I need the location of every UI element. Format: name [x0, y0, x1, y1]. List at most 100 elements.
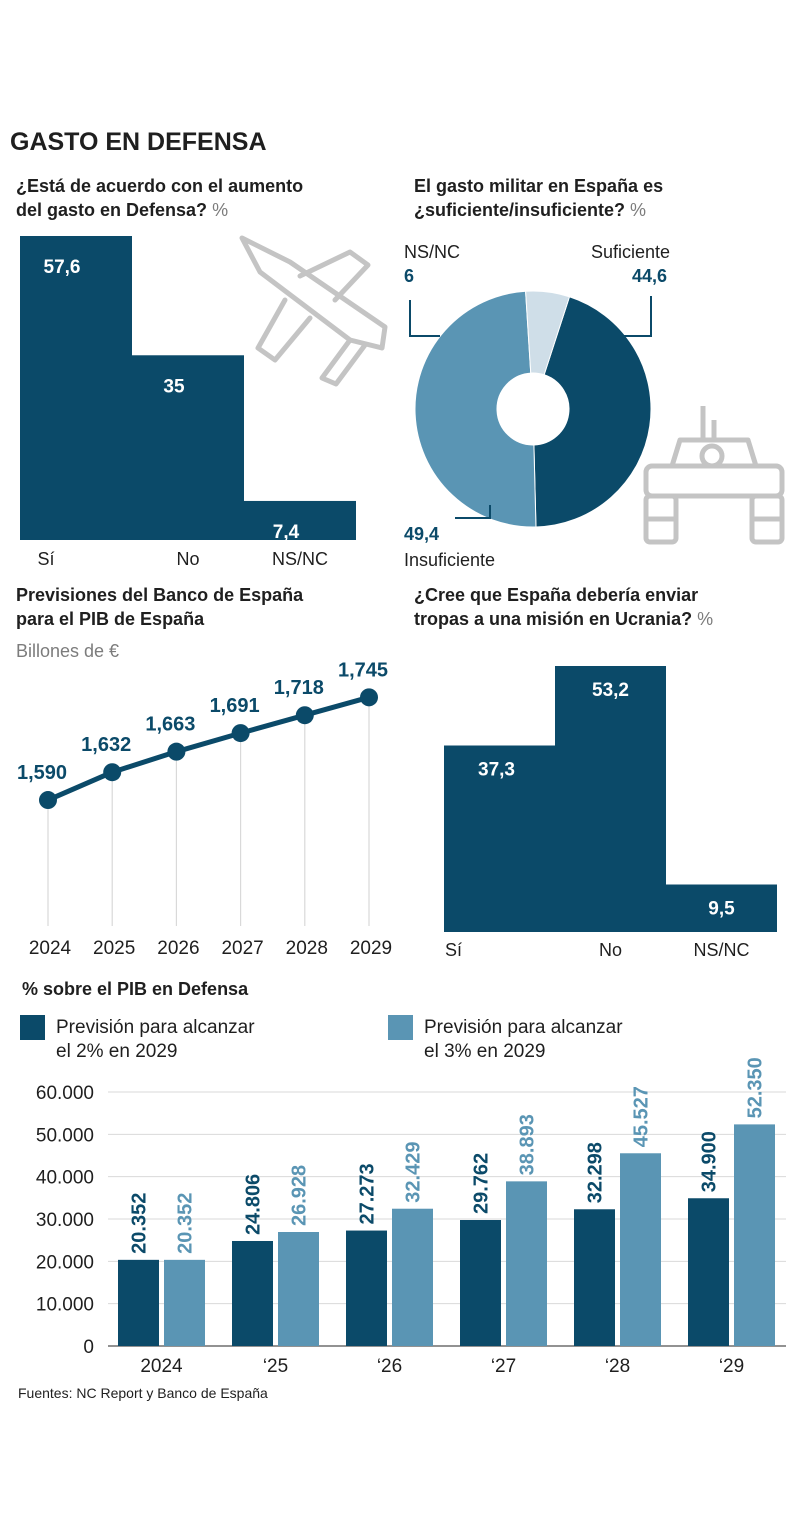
chart-subtitle: Billones de € — [16, 641, 119, 661]
chart-title-line: para el PIB de España — [16, 609, 205, 629]
data-point — [360, 688, 378, 707]
leader-insuficiente — [455, 505, 491, 519]
tank-hull — [643, 463, 785, 499]
bar-series0-4 — [574, 1209, 615, 1346]
bar-value-label: 7,4 — [273, 522, 300, 543]
y-tick-label: 0 — [83, 1337, 94, 1358]
slice-value-suficiente: 44,6 — [632, 266, 667, 286]
leader-suficiente — [620, 296, 652, 337]
data-label: 1,718 — [274, 677, 324, 699]
chart-pib: Previsiones del Banco de España para el P… — [16, 585, 392, 959]
bar-value-label: 26.928 — [289, 1165, 311, 1226]
tank-icon — [643, 406, 785, 545]
series-line — [47, 694, 370, 803]
fighter-jet-icon — [239, 235, 388, 387]
data-point — [231, 724, 250, 743]
x-tick-label: ‘26 — [377, 1356, 402, 1377]
leader-nsnc — [409, 300, 440, 337]
chart-title-line: El gasto militar en España es — [414, 176, 663, 196]
bar-2 — [244, 500, 356, 540]
chart-title-line: ¿Está de acuerdo con el aumento — [16, 176, 303, 196]
x-tick-label: 2026 — [157, 938, 199, 959]
data-label: 1,632 — [81, 734, 131, 756]
bar-1 — [555, 666, 666, 932]
chart-title-text: El gasto militar en España es — [414, 176, 663, 196]
chart-defensa: % sobre el PIB en Defensa Previsión para … — [20, 979, 786, 1377]
bar-value-label: 9,5 — [708, 899, 735, 920]
slice-value-insuficiente: 49,4 — [404, 524, 439, 544]
bar-value-label: 53,2 — [592, 680, 629, 701]
bar-value-label: 35 — [163, 376, 185, 397]
bar-value-label: 52.350 — [745, 1057, 767, 1118]
legend-swatch-1 — [388, 1015, 413, 1040]
bar-value-label: 24.806 — [243, 1174, 265, 1235]
bar-value-label: 37,3 — [478, 760, 515, 781]
bar-2 — [666, 884, 777, 932]
chart-title-line: Previsiones del Banco de España — [16, 585, 304, 605]
x-tick-label: 2029 — [350, 938, 392, 959]
data-point — [167, 742, 186, 761]
chart-suficiencia: El gasto militar en España es ¿suficiente… — [404, 176, 785, 570]
chart-title-text: para el PIB de España — [16, 609, 205, 629]
data-point — [39, 791, 57, 810]
slice-insuficiente — [414, 290, 537, 528]
bar-value-label: 20.352 — [129, 1193, 151, 1254]
chart-title-line: del gasto en Defensa? % — [16, 200, 228, 220]
chart-title-text: del gasto en Defensa? — [16, 200, 207, 220]
legend-label: Previsión para alcanzar — [424, 1017, 623, 1038]
bar-value-label: 45.527 — [631, 1086, 653, 1147]
legend-label: el 3% en 2029 — [424, 1041, 546, 1062]
bar-value-label: 32.298 — [585, 1142, 607, 1203]
bar-value-label: 29.762 — [471, 1153, 493, 1214]
slice-nsnc — [525, 290, 571, 376]
legend-label: el 2% en 2029 — [56, 1041, 178, 1062]
slice-label-insuficiente: Insuficiente — [404, 550, 495, 570]
jet-wing-top — [297, 249, 371, 303]
bar-series0-5 — [688, 1198, 729, 1346]
bar-series1-5 — [734, 1124, 775, 1346]
chart-title-text: ¿Está de acuerdo con el aumento — [16, 176, 303, 196]
legend-swatch-0 — [20, 1015, 45, 1040]
bar-0 — [20, 236, 132, 540]
slice-suficiente — [533, 296, 652, 528]
x-tick-label: 2027 — [221, 938, 263, 959]
x-tick-label: ‘25 — [263, 1356, 288, 1377]
bar-series1-4 — [620, 1153, 661, 1346]
bar-series1-0 — [164, 1259, 205, 1346]
chart-title-text: ¿suficiente/insuficiente? — [414, 200, 625, 220]
category-label: No — [176, 549, 199, 569]
category-label: Sí — [37, 549, 54, 569]
bar-value-label: 27.273 — [357, 1163, 379, 1224]
slice-value-nsnc: 6 — [404, 266, 414, 286]
bar-value-label: 32.429 — [403, 1142, 425, 1203]
data-point — [103, 763, 122, 782]
category-label: No — [599, 940, 622, 960]
page-title: GASTO EN DEFENSA — [10, 128, 267, 156]
bar-1 — [132, 355, 244, 540]
y-tick-label: 40.000 — [36, 1168, 94, 1189]
bar-series0-1 — [232, 1240, 273, 1346]
legend-label: Previsión para alcanzar — [56, 1017, 255, 1038]
bar-value-label: 38.893 — [517, 1114, 539, 1175]
bar-series0-2 — [346, 1230, 387, 1346]
jet-tail — [319, 337, 368, 387]
category-label: NS/NC — [272, 549, 328, 569]
jet-body — [239, 235, 388, 351]
chart-acuerdo: ¿Está de acuerdo con el aumento del gasto… — [16, 176, 388, 569]
bar-value-label: 20.352 — [175, 1193, 197, 1254]
chart-title: % sobre el PIB en Defensa — [22, 979, 249, 999]
y-tick-label: 60.000 — [36, 1083, 94, 1104]
y-tick-label: 50.000 — [36, 1125, 94, 1146]
x-tick-label: 2024 — [140, 1356, 183, 1377]
slice-label-nsnc: NS/NC — [404, 242, 460, 262]
chart-unit: % — [692, 609, 713, 629]
y-tick-label: 10.000 — [36, 1295, 94, 1316]
y-tick-label: 30.000 — [36, 1210, 94, 1231]
x-tick-label: ‘29 — [719, 1356, 744, 1377]
chart-title-text: ¿Cree que España debería enviar — [414, 585, 698, 605]
bar-value-label: 57,6 — [44, 257, 81, 278]
data-label: 1,663 — [145, 714, 195, 736]
tank-turret — [669, 437, 759, 467]
y-tick-label: 20.000 — [36, 1252, 94, 1273]
